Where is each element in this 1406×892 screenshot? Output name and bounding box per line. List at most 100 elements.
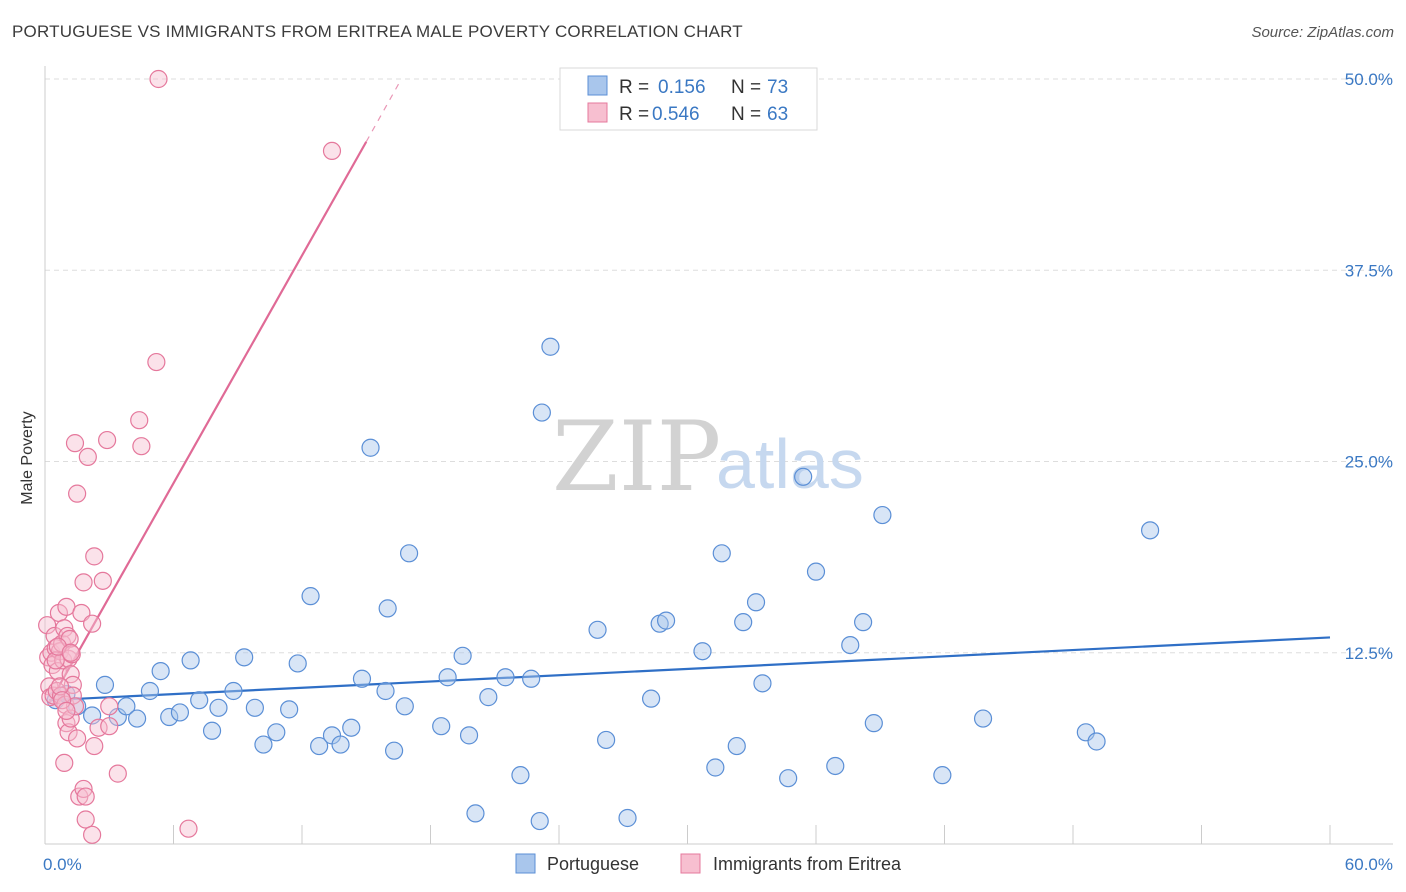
portuguese-point-41	[522, 669, 541, 688]
portuguese-point-15	[209, 698, 228, 717]
portuguese-point-43	[530, 811, 549, 831]
legend-swatch-portuguese	[587, 75, 608, 96]
series-legend: Portuguese Immigrants from Eritrea	[515, 853, 902, 874]
watermark: ZIP atlas	[552, 401, 864, 513]
portuguese-point-17	[235, 648, 254, 667]
bottom-legend-swatch-portuguese	[515, 853, 536, 874]
portuguese-point-8	[140, 681, 160, 701]
portuguese-point-14	[202, 721, 222, 740]
portuguese-point-22	[288, 654, 307, 673]
data-points	[38, 69, 1160, 844]
portuguese-point-47	[618, 808, 637, 828]
portuguese-point-45	[588, 620, 607, 639]
portuguese-point-16	[224, 681, 243, 701]
correlation-legend: R = 0.156 N = 73 R = 0.546 N = 63	[559, 67, 818, 131]
eritrea-point-62	[61, 643, 80, 662]
portuguese-point-30	[384, 741, 404, 760]
eritrea-point-55	[322, 141, 342, 161]
portuguese-point-11	[170, 703, 190, 722]
portuguese-point-26	[331, 735, 350, 754]
eritrea-point-53	[147, 352, 166, 372]
legend-swatch-eritrea	[587, 102, 608, 123]
portuguese-point-52	[706, 758, 725, 777]
portuguese-point-54	[727, 736, 746, 756]
portuguese-point-13	[190, 691, 209, 710]
y-tick-label-0: 12.5%	[1345, 644, 1393, 663]
x-tick-label-max: 60.0%	[1345, 855, 1393, 874]
portuguese-point-40	[511, 766, 530, 785]
portuguese-point-29	[378, 599, 397, 618]
portuguese-point-51	[693, 642, 712, 661]
trend-lines	[48, 80, 1331, 704]
eritrea-point-42	[85, 736, 104, 756]
portuguese-point-48	[641, 689, 661, 708]
eritrea-trend-line-extension	[365, 80, 402, 143]
eritrea-point-32	[68, 484, 87, 503]
portuguese-point-39	[496, 668, 515, 687]
portuguese-point-18	[245, 698, 264, 717]
portuguese-point-33	[432, 717, 451, 736]
portuguese-point-64	[864, 714, 883, 733]
portuguese-point-50	[656, 611, 676, 630]
watermark-atlas: atlas	[716, 425, 864, 503]
portuguese-point-63	[854, 613, 873, 632]
portuguese-point-20	[267, 723, 286, 742]
y-tick-label-1: 25.0%	[1345, 453, 1393, 472]
bottom-legend-swatch-eritrea	[680, 853, 701, 874]
eritrea-point-46	[93, 571, 112, 590]
legend-n-value-1: 73	[767, 77, 788, 98]
eritrea-trend-line	[48, 141, 368, 704]
portuguese-point-31	[395, 697, 414, 716]
portuguese-point-27	[342, 718, 361, 737]
eritrea-point-50	[108, 764, 127, 783]
portuguese-point-9	[151, 662, 170, 681]
eritrea-point-52	[132, 437, 151, 456]
eritrea-point-57	[46, 651, 65, 670]
legend-r-label-1: R =	[619, 77, 649, 98]
portuguese-point-32	[399, 544, 419, 563]
portuguese-point-70	[1140, 521, 1160, 540]
eritrea-point-33	[68, 729, 87, 748]
x-tick-label-min: 0.0%	[43, 855, 82, 874]
portuguese-point-38	[479, 688, 498, 707]
eritrea-point-31	[65, 434, 85, 453]
eritrea-point-43	[85, 547, 104, 566]
portuguese-point-59	[794, 467, 813, 486]
portuguese-point-34	[438, 668, 457, 687]
portuguese-point-37	[466, 804, 485, 823]
portuguese-point-19	[254, 735, 273, 754]
portuguese-point-55	[734, 613, 753, 632]
portuguese-point-65	[873, 505, 892, 525]
portuguese-point-71	[361, 438, 380, 457]
legend-n-label-2: N =	[731, 104, 761, 125]
eritrea-point-61	[57, 701, 76, 720]
eritrea-point-35	[72, 603, 91, 623]
portuguese-point-53	[712, 544, 731, 563]
portuguese-point-10	[160, 707, 179, 727]
y-tick-label-3: 50.0%	[1345, 70, 1393, 89]
legend-r-label-2: R =	[619, 104, 649, 125]
gridlines	[45, 78, 1393, 654]
portuguese-point-57	[753, 674, 772, 693]
portuguese-point-67	[973, 709, 993, 728]
eritrea-point-23	[62, 645, 81, 664]
portuguese-point-36	[459, 726, 479, 745]
portuguese-point-60	[806, 562, 826, 581]
tick-labels: 12.5% 25.0% 37.5% 50.0% 0.0% 60.0%	[43, 70, 1393, 874]
eritrea-point-49	[100, 697, 119, 716]
portuguese-point-42	[532, 403, 551, 422]
portuguese-point-28	[352, 669, 372, 688]
watermark-zip: ZIP	[552, 401, 721, 513]
chart-title: PORTUGUESE VS IMMIGRANTS FROM ERITREA MA…	[12, 22, 743, 41]
portuguese-point-24	[310, 736, 329, 756]
portuguese-point-23	[301, 587, 320, 606]
portuguese-point-7	[127, 709, 147, 728]
eritrea-point-25	[55, 753, 74, 773]
eritrea-point-41	[83, 614, 102, 633]
axes	[44, 66, 1393, 845]
portuguese-trend-line	[49, 636, 1331, 702]
eritrea-point-44	[83, 825, 102, 844]
eritrea-point-48	[100, 717, 119, 736]
portuguese-point-4	[95, 675, 115, 694]
